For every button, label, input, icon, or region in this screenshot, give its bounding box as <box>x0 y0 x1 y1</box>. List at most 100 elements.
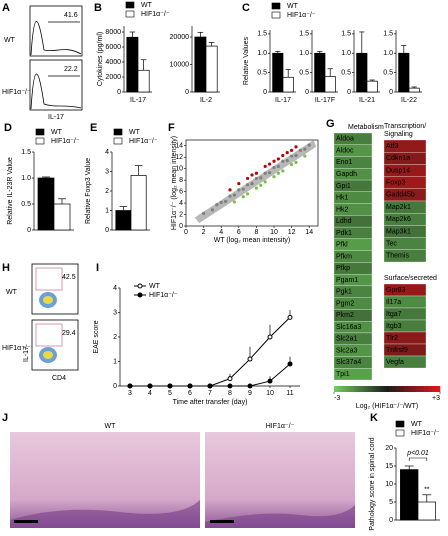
row-label: Ldhd <box>336 218 352 225</box>
gate-value: 42.5 <box>62 274 76 281</box>
group-title: Surface/secreted <box>384 275 437 282</box>
colorbar-step <box>408 386 412 392</box>
x-tick-label: IL-22 <box>401 97 417 104</box>
x-tick-label: 0 <box>184 229 188 236</box>
y-axis-label: Relative Values <box>243 36 250 85</box>
y-tick-label: 2 <box>179 211 183 218</box>
marker <box>227 376 233 382</box>
axis-label: CD4 <box>52 375 66 382</box>
point <box>290 154 294 158</box>
row-label: Vegfa <box>386 359 404 366</box>
panel-label: D <box>4 122 12 134</box>
y-tick-label: 0.5 <box>299 69 309 76</box>
bar <box>324 76 336 93</box>
point <box>232 193 236 197</box>
colorbar-step <box>432 386 435 392</box>
x-tick-label: IL-2 <box>200 97 212 104</box>
colorbar-step <box>402 386 406 392</box>
colorbar-step <box>357 386 361 392</box>
row-label: Hk2 <box>336 206 349 213</box>
colorbar-step <box>426 386 430 392</box>
x-tick-label: 10 <box>270 229 278 236</box>
x-tick-label: 6 <box>237 229 241 236</box>
row-label: Aldoc <box>336 147 354 154</box>
row-label: Map3k1 <box>386 228 411 235</box>
bar <box>137 69 150 93</box>
colorbar-step <box>341 386 345 392</box>
point <box>272 175 276 179</box>
colorbar-step <box>371 386 375 392</box>
x-tick-label: 11 <box>286 390 293 397</box>
flow-dotplot <box>31 263 79 371</box>
y-tick-label: 1.5 <box>299 31 309 38</box>
row-label: Cdkn1a <box>386 155 410 162</box>
x-tick-label: IL-17F <box>315 97 335 104</box>
point <box>228 188 232 192</box>
colorbar-step <box>418 386 422 392</box>
row-label: Dusp14 <box>386 167 410 174</box>
colorbar-step <box>397 386 401 392</box>
legend-swatch <box>113 137 123 145</box>
row-label: Aldoa <box>336 136 354 143</box>
marker <box>247 356 253 362</box>
point <box>232 200 236 204</box>
gate-value: 22.2 <box>64 66 78 73</box>
y-tick-label: 2 <box>113 334 117 341</box>
row-label: Pfkl <box>336 242 348 249</box>
x-tick-label: 12 <box>288 229 296 236</box>
y-tick-label: 15 <box>385 463 393 470</box>
x-tick-label: 8 <box>254 229 258 236</box>
colorbar-step <box>421 386 425 392</box>
heatmap-cell <box>383 355 427 369</box>
y-tick-label: 2000 <box>105 74 121 81</box>
colorbar-step <box>360 386 364 392</box>
colorbar-step <box>334 386 337 392</box>
marker <box>187 383 193 389</box>
legend-label: WT <box>287 3 299 10</box>
bar <box>398 52 410 93</box>
colorbar-step <box>405 386 409 392</box>
line <box>130 363 291 387</box>
row-label: Pgam1 <box>336 277 358 284</box>
point <box>294 145 298 149</box>
y-tick-label: 0 <box>117 89 121 96</box>
y-axis-label: Relative IL-23R Value <box>7 157 14 225</box>
point <box>281 153 285 158</box>
row-label: Gpr83 <box>386 287 406 294</box>
colorbar-step <box>344 386 348 392</box>
row-label: Tec <box>386 241 397 248</box>
row-label: Pfkp <box>336 265 350 272</box>
row-label: HIF1α⁻/⁻ <box>2 345 31 352</box>
point <box>237 188 241 192</box>
legend-label: HIF1α⁻/⁻ <box>51 138 80 145</box>
row-label: Itgb3 <box>386 323 402 330</box>
colorbar-step <box>376 386 380 392</box>
y-tick-label: 0.5 <box>257 69 267 76</box>
marker <box>267 378 273 384</box>
point <box>290 148 294 152</box>
x-tick-label: 5 <box>168 390 172 397</box>
flow-histogram <box>29 5 83 111</box>
bar <box>126 36 139 93</box>
colorbar-step <box>429 386 433 392</box>
x-tick-label: 4 <box>148 390 152 397</box>
y-tick-label: 1.5 <box>257 31 267 38</box>
marker <box>127 383 133 389</box>
colorbar-step <box>373 386 377 392</box>
y-tick-label: 1.0 <box>299 50 309 57</box>
y-tick-label: 3 <box>105 168 109 175</box>
legend-swatch <box>395 429 405 437</box>
point <box>276 157 280 161</box>
histology-image <box>10 432 355 528</box>
colorbar-step <box>424 386 428 392</box>
x-tick-label: 6 <box>188 390 192 397</box>
y-tick-label: 0.5 <box>21 201 31 208</box>
x-tick-label: IL-21 <box>359 97 375 104</box>
row-label: Eno1 <box>336 159 352 166</box>
panel-label: E <box>90 122 97 134</box>
row-label: Gpi1 <box>336 183 351 190</box>
y-tick-label: 0 <box>263 89 267 96</box>
y-axis-label: Cytokines (pg/ml) <box>97 32 104 86</box>
point <box>246 176 250 181</box>
